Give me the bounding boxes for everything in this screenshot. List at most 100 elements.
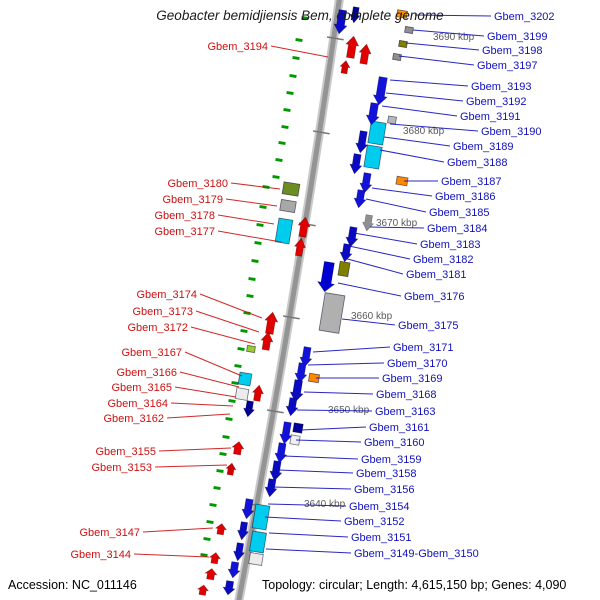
gene-arrow[interactable]	[289, 379, 305, 403]
gene-arrow[interactable]	[196, 584, 210, 596]
gene-feature-box[interactable]	[337, 260, 351, 278]
gene-arrow[interactable]	[222, 580, 236, 596]
gene-label[interactable]: Gbem_3180	[167, 178, 228, 190]
gene-feature-box[interactable]	[274, 217, 294, 245]
gene-label[interactable]: Gbem_3163	[375, 406, 436, 418]
small-feature-dash[interactable]	[206, 519, 214, 525]
gene-label[interactable]: Gbem_3160	[364, 437, 425, 449]
gene-label[interactable]: Gbem_3144	[70, 549, 131, 561]
gene-arrow[interactable]	[293, 237, 307, 257]
gene-label[interactable]: Gbem_3193	[471, 81, 532, 93]
gene-arrow[interactable]	[365, 102, 381, 126]
gene-label[interactable]: Gbem_3174	[136, 289, 197, 301]
gene-feature-box[interactable]	[396, 9, 408, 19]
gene-feature-box[interactable]	[395, 175, 409, 187]
gene-feature-box[interactable]	[237, 371, 253, 387]
gene-label[interactable]: Gbem_3190	[481, 126, 542, 138]
gene-arrow[interactable]	[240, 498, 255, 520]
gene-arrow[interactable]	[285, 397, 300, 417]
gene-label[interactable]: Gbem_3188	[447, 157, 508, 169]
gene-arrow[interactable]	[357, 43, 372, 65]
gene-arrow[interactable]	[263, 311, 279, 335]
small-feature-dash[interactable]	[295, 37, 303, 43]
gene-label[interactable]: Gbem_3178	[154, 210, 215, 222]
gene-feature-box[interactable]	[234, 387, 250, 401]
small-feature-dash[interactable]	[275, 157, 283, 163]
small-feature-dash[interactable]	[251, 258, 259, 264]
gene-label[interactable]: Gbem_3168	[376, 389, 437, 401]
gene-label[interactable]: Gbem_3189	[453, 141, 514, 153]
small-feature-dash[interactable]	[292, 55, 300, 61]
gene-arrow[interactable]	[333, 9, 350, 35]
gene-label[interactable]: Gbem_3172	[127, 322, 188, 334]
gene-label[interactable]: Gbem_3173	[132, 306, 193, 318]
gene-label[interactable]: Gbem_3166	[116, 367, 177, 379]
gene-label[interactable]: Gbem_3185	[429, 207, 490, 219]
gene-label[interactable]: Gbem_3164	[107, 398, 168, 410]
small-feature-dash[interactable]	[216, 468, 224, 474]
gene-label[interactable]: Gbem_3161	[369, 422, 430, 434]
gene-arrow[interactable]	[348, 153, 363, 175]
gene-label[interactable]: Gbem_3165	[111, 382, 172, 394]
small-feature-dash[interactable]	[286, 90, 294, 96]
gene-label[interactable]: Gbem_3197	[477, 60, 538, 72]
small-feature-dash[interactable]	[228, 398, 236, 404]
small-feature-dash[interactable]	[222, 434, 230, 440]
gene-arrow[interactable]	[232, 542, 246, 562]
gene-feature-box[interactable]	[292, 422, 304, 434]
gene-arrow[interactable]	[349, 6, 361, 24]
gene-feature-box[interactable]	[363, 144, 383, 170]
gene-label[interactable]: Gbem_3167	[121, 347, 182, 359]
gene-label[interactable]: Gbem_3156	[354, 484, 415, 496]
gene-feature-box[interactable]	[387, 115, 397, 125]
gene-label[interactable]: Gbem_3194	[207, 41, 268, 53]
small-feature-dash[interactable]	[254, 240, 262, 246]
small-feature-dash[interactable]	[256, 222, 264, 228]
small-feature-dash[interactable]	[203, 536, 211, 542]
small-feature-dash[interactable]	[301, 15, 309, 21]
gene-feature-box[interactable]	[279, 198, 297, 214]
gene-label[interactable]: Gbem_3149-Gbem_3150	[354, 548, 479, 560]
gene-arrow[interactable]	[225, 462, 237, 476]
gene-label[interactable]: Gbem_3152	[344, 516, 405, 528]
gene-arrow[interactable]	[316, 261, 338, 293]
gene-feature-box[interactable]	[404, 25, 414, 35]
gene-label[interactable]: Gbem_3159	[361, 454, 422, 466]
small-feature-dash[interactable]	[225, 416, 233, 422]
small-feature-dash[interactable]	[237, 346, 245, 352]
gene-label[interactable]: Gbem_3181	[406, 269, 467, 281]
gene-feature-box[interactable]	[318, 292, 346, 334]
gene-arrow[interactable]	[273, 442, 288, 464]
gene-label[interactable]: Gbem_3192	[466, 96, 527, 108]
gene-arrow[interactable]	[344, 226, 359, 248]
gene-arrow[interactable]	[372, 76, 390, 106]
gene-arrow[interactable]	[354, 130, 369, 154]
small-feature-dash[interactable]	[259, 204, 267, 210]
gene-label[interactable]: Gbem_3183	[420, 239, 481, 251]
gene-label[interactable]: Gbem_3198	[482, 45, 543, 57]
small-feature-dash[interactable]	[278, 140, 286, 146]
gene-label[interactable]: Gbem_3169	[382, 373, 443, 385]
small-feature-dash[interactable]	[272, 174, 280, 180]
gene-arrow[interactable]	[231, 441, 245, 456]
gene-label[interactable]: Gbem_3202	[494, 11, 555, 23]
gene-label[interactable]: Gbem_3162	[103, 413, 164, 425]
gene-arrow[interactable]	[344, 35, 360, 59]
small-feature-dash[interactable]	[234, 363, 242, 369]
gene-feature-box[interactable]	[367, 120, 387, 146]
gene-arrow[interactable]	[204, 568, 218, 581]
gene-arrow[interactable]	[278, 421, 293, 445]
gene-arrow[interactable]	[264, 478, 279, 498]
gene-feature-box[interactable]	[398, 39, 408, 49]
gene-arrow[interactable]	[214, 523, 228, 536]
gene-label[interactable]: Gbem_3187	[441, 176, 502, 188]
gene-label[interactable]: Gbem_3158	[356, 468, 417, 480]
gene-feature-box[interactable]	[248, 552, 264, 566]
gene-arrow[interactable]	[236, 521, 250, 541]
gene-label[interactable]: Gbem_3154	[349, 501, 410, 513]
gene-arrow[interactable]	[251, 384, 264, 402]
gene-label[interactable]: Gbem_3177	[154, 226, 215, 238]
small-feature-dash[interactable]	[219, 451, 227, 457]
small-feature-dash[interactable]	[283, 107, 291, 113]
small-feature-dash[interactable]	[231, 380, 239, 386]
